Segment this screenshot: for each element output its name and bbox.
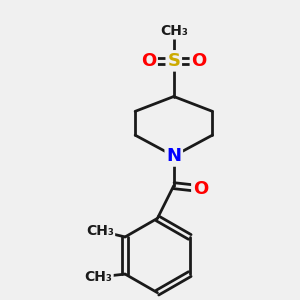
Text: CH₃: CH₃ [86, 224, 114, 238]
Text: N: N [166, 147, 181, 165]
Text: O: O [191, 52, 207, 70]
Text: CH₃: CH₃ [84, 270, 112, 284]
Text: S: S [167, 52, 180, 70]
Text: O: O [141, 52, 156, 70]
Text: O: O [193, 180, 208, 198]
Text: CH₃: CH₃ [160, 24, 188, 38]
